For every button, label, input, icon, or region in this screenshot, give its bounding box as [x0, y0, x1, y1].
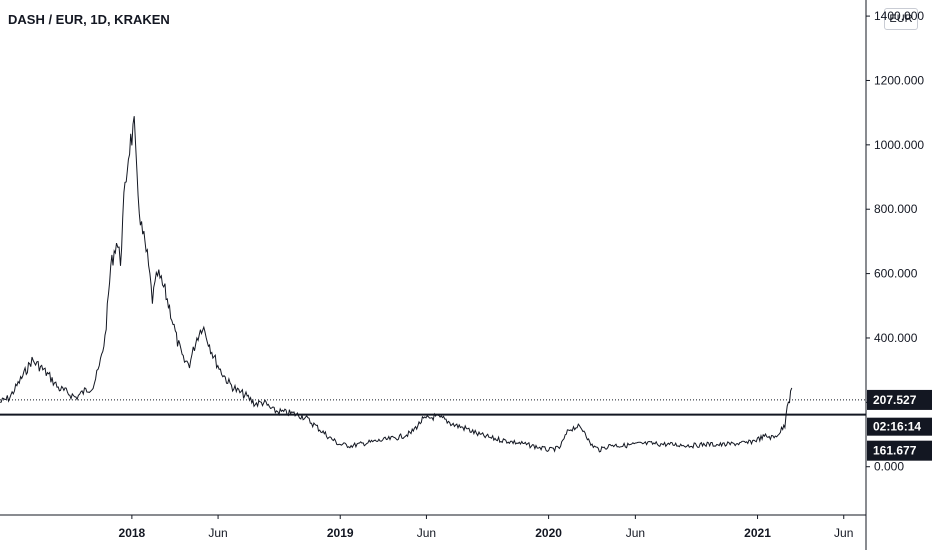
x-tick-label: 2021 — [744, 526, 771, 540]
currency-button[interactable]: EUR — [884, 8, 918, 30]
chart-title: DASH / EUR, 1D, KRAKEN — [8, 12, 170, 27]
support-price-tag-bg — [867, 440, 932, 461]
countdown-tag: 02:16:14 — [873, 420, 921, 434]
countdown-tag-bg — [867, 417, 932, 436]
y-tick-label: 0.000 — [874, 460, 904, 474]
x-tick-label: Jun — [417, 526, 436, 540]
x-tick-label: 2018 — [119, 526, 146, 540]
y-tick-label: 1400.000 — [874, 9, 924, 23]
x-tick-label: Jun — [208, 526, 227, 540]
x-tick-label: 2020 — [535, 526, 562, 540]
y-tick-label: 800.000 — [874, 202, 918, 216]
support-price-tag: 161.677 — [873, 444, 917, 458]
price-series-line — [0, 116, 793, 453]
x-tick-label: Jun — [834, 526, 853, 540]
y-tick-label: 600.000 — [874, 267, 918, 281]
last-price-tag-bg — [867, 389, 932, 410]
x-tick-label: Jun — [626, 526, 645, 540]
x-tick-label: 2019 — [327, 526, 354, 540]
y-tick-label: 400.000 — [874, 331, 918, 345]
last-price-tag: 207.527 — [873, 393, 917, 407]
y-tick-label: 1000.000 — [874, 138, 924, 152]
y-tick-label: 1200.000 — [874, 73, 924, 87]
